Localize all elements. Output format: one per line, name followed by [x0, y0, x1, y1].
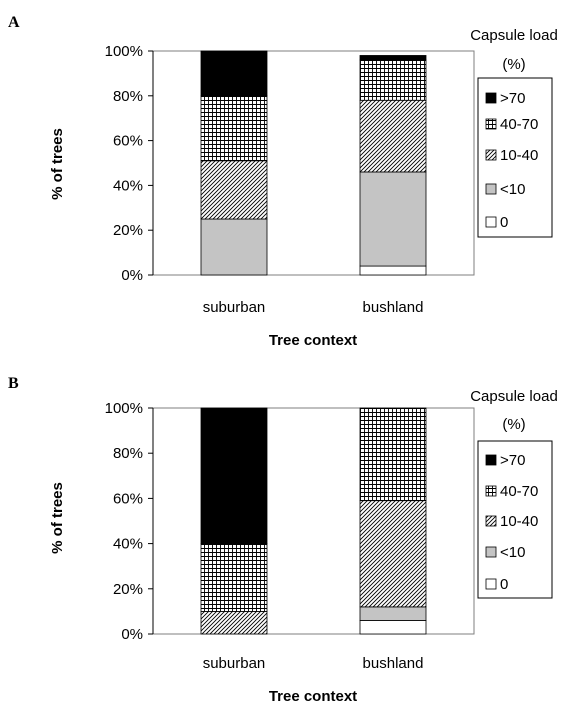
- x-axis-title-a: Tree context: [269, 332, 357, 349]
- legend-swatch: [485, 149, 497, 161]
- y-tick-label: 20%: [113, 581, 143, 598]
- legend-swatch: [485, 454, 497, 466]
- x-category-label: suburban: [203, 655, 266, 672]
- legend-swatch: [485, 216, 497, 228]
- bar-segment-bushland-gray: [359, 606, 427, 621]
- x-category-label: suburban: [203, 299, 266, 316]
- y-tick-label: 0%: [121, 267, 143, 284]
- legend-swatch: [485, 92, 497, 104]
- bar-segment-bushland-solid-black: [359, 55, 427, 61]
- y-axis-title-a: % of trees: [49, 128, 66, 200]
- bar-segment-bushland-white: [359, 620, 427, 635]
- panel-label-b: B: [8, 375, 19, 392]
- y-tick-label: 100%: [105, 43, 143, 60]
- bar-segment-bushland-gray: [359, 171, 427, 267]
- legend-swatch: [485, 118, 497, 130]
- legend-swatch: [485, 578, 497, 590]
- bar-segment-suburban-solid-black: [200, 50, 268, 97]
- bar-segment-bushland-white: [359, 265, 427, 276]
- legend-label: 10-40: [500, 147, 538, 164]
- legend-swatch: [485, 183, 497, 195]
- bar-segment-bushland-diagonal: [359, 500, 427, 608]
- bar-segment-bushland-grid: [359, 407, 427, 502]
- legend-label: 10-40: [500, 513, 538, 530]
- legend-a: >70 40-70 10-40 <10 0: [477, 77, 553, 238]
- legend-title-line2-a: (%): [502, 56, 525, 73]
- bar-segment-bushland-diagonal: [359, 99, 427, 173]
- plot-area-b: 0% 20% 40% 60% 80% 100% suburban bushland: [105, 400, 475, 672]
- legend-label: <10: [500, 181, 525, 198]
- x-category-label: bushland: [363, 655, 424, 672]
- legend-swatch: [485, 546, 497, 558]
- legend-swatch: [485, 485, 497, 497]
- y-tick-label: 60%: [113, 490, 143, 507]
- bar-segment-suburban-diagonal: [200, 611, 268, 635]
- legend-title-line1-b: Capsule load: [470, 388, 558, 405]
- x-category-label: bushland: [363, 299, 424, 316]
- y-tick-label: 20%: [113, 222, 143, 239]
- plot-area-a: 0% 20% 40% 60% 80% 100% suburban bushland: [105, 43, 475, 316]
- y-tick-label: 60%: [113, 133, 143, 150]
- y-tick-label: 80%: [113, 445, 143, 462]
- bar-segment-suburban-gray: [200, 218, 268, 276]
- legend-label: 40-70: [500, 483, 538, 500]
- bar-segment-bushland-grid: [359, 59, 427, 101]
- y-axis-title-b: % of trees: [49, 482, 66, 554]
- legend-title-line1-a: Capsule load: [470, 27, 558, 44]
- bar-segment-suburban-grid: [200, 95, 268, 162]
- chart-panel-a: A % of trees Tree context Capsule load (…: [8, 14, 558, 349]
- legend-label: >70: [500, 90, 525, 107]
- y-tick-label: 100%: [105, 400, 143, 417]
- legend-label: 40-70: [500, 116, 538, 133]
- chart-panel-b: B % of trees Tree context Capsule load (…: [8, 375, 558, 705]
- legend-b: >70 40-70 10-40 <10 0: [477, 440, 553, 599]
- legend-title-line2-b: (%): [502, 416, 525, 433]
- y-tick-label: 80%: [113, 88, 143, 105]
- bar-segment-suburban-solid-black: [200, 407, 268, 545]
- x-axis-title-b: Tree context: [269, 688, 357, 705]
- y-tick-label: 0%: [121, 626, 143, 643]
- y-tick-label: 40%: [113, 177, 143, 194]
- legend-label: >70: [500, 452, 525, 469]
- legend-label: 0: [500, 576, 508, 593]
- panel-label-a: A: [8, 14, 20, 31]
- bar-segment-suburban-grid: [200, 543, 268, 612]
- bar-segment-suburban-diagonal: [200, 160, 268, 220]
- y-tick-label: 40%: [113, 536, 143, 553]
- legend-label: 0: [500, 214, 508, 231]
- legend-swatch: [485, 515, 497, 527]
- legend-label: <10: [500, 544, 525, 561]
